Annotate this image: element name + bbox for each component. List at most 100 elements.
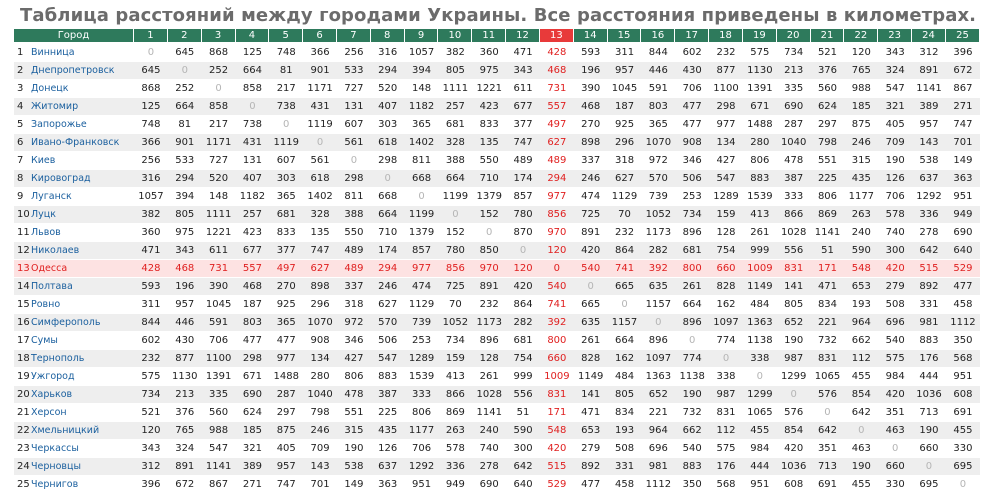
distance-cell: 1292 [404,458,439,476]
distance-cell: 972 [336,314,371,332]
city-link[interactable]: Николаев [30,242,135,260]
city-link[interactable]: Львов [30,224,135,242]
distance-cell: 296 [303,296,337,314]
distance-cell: 984 [742,440,777,458]
distance-cell: 1009 [539,368,574,386]
city-link[interactable]: Киев [30,152,135,170]
city-link[interactable]: Симферополь [30,314,135,332]
distance-cell: 1052 [438,314,473,332]
distance-cell: 883 [370,368,405,386]
distance-cell: 575 [742,44,777,62]
city-link[interactable]: Харьков [30,386,135,404]
distance-cell: 665 [573,296,608,314]
distance-cell: 420 [506,278,540,296]
distance-cell: 125 [134,98,168,116]
distance-cell: 128 [709,224,743,242]
distance-cell: 883 [742,170,777,188]
distance-cell: 867 [201,476,236,494]
distance-cell: 690 [945,224,980,242]
distance-cell: 152 [438,224,473,242]
distance-cell: 190 [675,386,710,404]
distance-cell: 710 [370,224,405,242]
distance-cell: 831 [776,260,811,278]
distance-cell: 298 [709,98,743,116]
distance-cell: 660 [912,440,946,458]
city-link[interactable]: Запорожье [30,116,135,134]
city-link[interactable]: Черновцы [30,458,135,476]
distance-cell: 834 [810,296,845,314]
distance-cell: 748 [269,44,304,62]
distance-cell: 280 [303,368,337,386]
column-header-3: 3 [201,29,236,44]
table-row: 13 Одесса 428 468 731 557 497 627 489 294 977 856 97… [14,260,980,278]
distance-cell: 365 [269,314,304,332]
city-link[interactable]: Житомир [30,98,135,116]
city-link[interactable]: Ровно [30,296,135,314]
distance-cell: 213 [776,62,811,80]
distance-cell: 547 [201,440,236,458]
city-link[interactable]: Сумы [30,332,135,350]
distance-cell: 365 [269,188,304,206]
city-link[interactable]: Луцк [30,206,135,224]
distance-cell: 570 [641,170,676,188]
distance-cell: 901 [167,134,202,152]
distance-cell: 162 [607,350,642,368]
city-link[interactable]: Донецк [30,80,135,98]
distance-cell: 1488 [269,368,304,386]
table-row: 17 Сумы 602 430 706 477 477 908 346 506 253 734 896 6… [14,332,980,350]
distance-cell: 627 [539,134,574,152]
distance-cell: 869 [810,206,845,224]
column-header-10: 10 [438,29,473,44]
distance-cell: 468 [573,98,608,116]
city-link[interactable]: Хмельницкий [30,422,135,440]
city-link[interactable]: Тернополь [30,350,135,368]
distance-cell: 1045 [201,296,236,314]
distance-cell: 660 [709,260,743,278]
distance-cell: 0 [844,422,879,440]
distance-cell: 731 [201,260,236,278]
city-link[interactable]: Луганск [30,188,135,206]
distance-cell: 891 [912,62,946,80]
city-link[interactable]: Днепропетровск [30,62,135,80]
distance-cell: 225 [370,404,405,422]
distance-cell: 217 [269,80,304,98]
city-link[interactable]: Черкассы [30,440,135,458]
city-link[interactable]: Одесса [30,260,135,278]
distance-cell: 217 [201,116,236,134]
city-link[interactable]: Кировоград [30,170,135,188]
city-link[interactable]: Винница [30,44,135,62]
distance-cell: 420 [878,386,913,404]
distance-cell: 1199 [404,206,439,224]
distance-cell: 607 [269,152,304,170]
distance-cell: 336 [912,206,946,224]
row-number: 10 [14,206,30,224]
city-link[interactable]: Полтава [30,278,135,296]
distance-cell: 706 [675,80,710,98]
distance-cell: 1299 [776,368,811,386]
distance-cell: 489 [506,152,540,170]
row-number: 22 [14,422,30,440]
table-row: 23 Черкассы 343 324 547 321 405 709 190 126 706 578… [14,440,980,458]
row-number: 5 [14,116,30,134]
city-link[interactable]: Ужгород [30,368,135,386]
distance-cell: 1173 [472,314,507,332]
distance-cell: 81 [167,116,202,134]
distance-cell: 420 [573,242,608,260]
distance-cell: 1112 [641,476,676,494]
distance-cell: 892 [912,278,946,296]
distance-cell: 660 [539,350,574,368]
city-link[interactable]: Херсон [30,404,135,422]
distance-cell: 389 [235,458,270,476]
distance-cell: 455 [844,368,879,386]
distance-cell: 521 [810,44,845,62]
distance-cell: 1100 [201,350,236,368]
distance-cell: 652 [641,386,676,404]
distance-cell: 1111 [201,206,236,224]
distance-cell: 270 [573,116,608,134]
city-link[interactable]: Чернигов [30,476,135,494]
distance-cell: 891 [167,458,202,476]
distance-cell: 987 [776,350,811,368]
city-link[interactable]: Ивано-Франковск [30,134,135,152]
distance-cell: 645 [134,62,168,80]
distance-cell: 316 [134,170,168,188]
